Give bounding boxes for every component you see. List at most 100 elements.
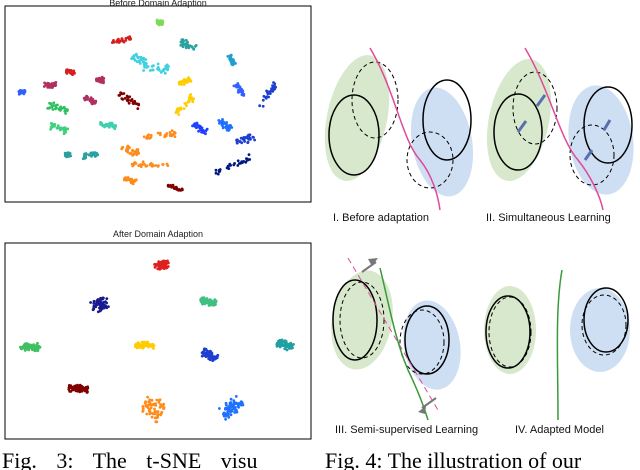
point: [165, 132, 169, 135]
plot-title: Before Domain Adaption: [109, 0, 207, 8]
point: [138, 346, 141, 349]
point: [232, 58, 235, 62]
classifier: [339, 281, 385, 359]
point: [130, 98, 134, 101]
point: [82, 96, 86, 100]
point: [143, 162, 146, 166]
point: [247, 138, 251, 141]
caption: Fig. 4: The illustration of our: [325, 448, 582, 470]
point: [236, 159, 240, 163]
point: [214, 168, 218, 172]
point: [169, 133, 173, 136]
point: [215, 355, 219, 358]
point: [88, 98, 91, 101]
point: [237, 88, 240, 92]
point: [127, 36, 131, 40]
point: [235, 138, 238, 142]
point: [230, 409, 234, 413]
point: [103, 124, 107, 127]
point: [202, 348, 206, 352]
point: [150, 68, 154, 72]
point: [131, 101, 135, 105]
point: [124, 39, 128, 42]
point: [124, 149, 128, 153]
panel-label: IV. Adapted Model: [515, 424, 604, 436]
point: [135, 148, 139, 152]
point: [99, 309, 102, 312]
point: [288, 343, 292, 347]
point: [51, 108, 55, 111]
point: [98, 300, 102, 304]
point: [181, 188, 184, 192]
point: [52, 81, 56, 85]
point: [100, 304, 104, 308]
point: [52, 101, 56, 105]
point: [139, 55, 143, 59]
point: [151, 412, 155, 415]
point: [123, 178, 126, 181]
point: [49, 102, 53, 106]
classifier: [406, 131, 454, 189]
point: [48, 86, 51, 89]
point: [148, 412, 152, 416]
point: [52, 124, 56, 128]
point: [101, 302, 105, 305]
point: [93, 99, 96, 103]
point: [190, 45, 194, 49]
point: [141, 407, 145, 410]
point: [154, 412, 157, 416]
point: [78, 385, 82, 389]
point: [136, 56, 140, 60]
point: [121, 39, 124, 42]
point: [239, 87, 243, 91]
point: [126, 144, 130, 148]
classifier: [332, 279, 378, 361]
point: [151, 344, 155, 348]
point: [156, 413, 160, 416]
point: [211, 356, 215, 359]
point: [150, 398, 154, 402]
point: [130, 177, 134, 181]
point: [216, 172, 220, 176]
point: [261, 98, 265, 102]
point: [161, 260, 165, 264]
source-region: [331, 270, 393, 370]
point: [185, 104, 188, 108]
point: [218, 120, 222, 124]
point: [177, 80, 181, 84]
point: [202, 129, 205, 133]
point: [138, 62, 142, 65]
point: [208, 299, 211, 303]
target-region: [403, 300, 461, 390]
classifier: [583, 86, 633, 164]
point: [62, 128, 66, 132]
point: [30, 344, 34, 348]
panel-label: II. Simultaneous Learning: [486, 212, 611, 224]
point: [184, 80, 188, 84]
point: [284, 344, 287, 348]
point: [68, 390, 72, 393]
point: [66, 152, 69, 156]
point: [214, 171, 218, 175]
point: [136, 107, 140, 110]
point: [113, 124, 116, 128]
point: [234, 408, 237, 412]
point: [183, 102, 187, 105]
point: [143, 343, 147, 347]
point: [163, 71, 167, 75]
point: [112, 40, 116, 44]
plot-frame: [4, 242, 312, 440]
point: [49, 122, 53, 125]
point: [134, 102, 138, 106]
point: [89, 301, 92, 304]
source-region: [324, 55, 390, 181]
point: [232, 407, 235, 411]
point: [159, 264, 163, 267]
point: [222, 125, 225, 129]
point: [184, 42, 188, 46]
point: [161, 163, 165, 166]
point: [50, 82, 54, 85]
point: [237, 405, 241, 409]
point: [224, 412, 228, 416]
point: [200, 351, 204, 355]
